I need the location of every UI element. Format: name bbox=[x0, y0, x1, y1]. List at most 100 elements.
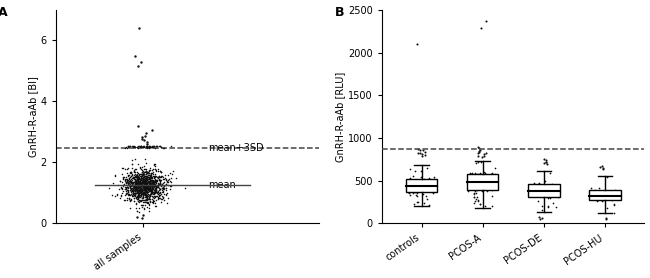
Point bbox=[131, 191, 142, 195]
Point bbox=[534, 215, 545, 220]
Point bbox=[123, 180, 133, 185]
Point bbox=[127, 188, 138, 193]
Point bbox=[138, 184, 148, 188]
Point bbox=[145, 182, 155, 187]
Point bbox=[145, 168, 155, 172]
Point bbox=[148, 182, 158, 187]
Point bbox=[137, 180, 148, 185]
Point bbox=[157, 188, 167, 192]
Point bbox=[147, 183, 157, 188]
Point bbox=[136, 203, 146, 207]
Point bbox=[481, 151, 491, 156]
Point bbox=[117, 187, 127, 191]
Point bbox=[148, 195, 158, 200]
Point bbox=[136, 187, 146, 191]
Point bbox=[115, 179, 125, 183]
Point bbox=[129, 186, 140, 190]
Point bbox=[124, 196, 135, 200]
Point bbox=[143, 194, 153, 198]
Point bbox=[150, 189, 161, 193]
Point bbox=[133, 182, 143, 186]
Point bbox=[133, 179, 144, 184]
Point bbox=[140, 192, 151, 197]
Point bbox=[146, 145, 157, 149]
Point bbox=[140, 189, 150, 194]
Point bbox=[474, 146, 484, 150]
Point bbox=[142, 185, 153, 190]
Point bbox=[112, 182, 123, 187]
Point bbox=[138, 192, 148, 196]
Point bbox=[154, 175, 164, 180]
Point bbox=[144, 183, 154, 188]
Point bbox=[136, 59, 146, 64]
Point bbox=[138, 184, 149, 188]
Point bbox=[144, 189, 154, 193]
Point bbox=[135, 199, 145, 203]
Point bbox=[144, 197, 154, 201]
Point bbox=[151, 185, 161, 190]
Point bbox=[133, 145, 143, 150]
Point bbox=[135, 182, 146, 187]
Point bbox=[146, 145, 157, 150]
Point bbox=[132, 182, 142, 186]
Point bbox=[125, 183, 135, 187]
Point bbox=[142, 185, 153, 190]
Point bbox=[124, 184, 134, 189]
Point bbox=[155, 182, 165, 186]
Point bbox=[543, 204, 553, 208]
Point bbox=[142, 182, 152, 187]
Point bbox=[154, 188, 164, 192]
Point bbox=[124, 199, 135, 204]
Point bbox=[138, 185, 148, 190]
Point bbox=[144, 179, 155, 183]
Point bbox=[129, 191, 140, 195]
Point bbox=[156, 170, 166, 175]
Point bbox=[531, 190, 541, 195]
Point bbox=[151, 189, 161, 194]
Point bbox=[139, 173, 150, 178]
Point bbox=[133, 189, 143, 193]
Point bbox=[127, 182, 137, 186]
Point bbox=[409, 179, 419, 183]
Point bbox=[142, 185, 152, 189]
Point bbox=[151, 173, 161, 178]
Point bbox=[415, 151, 425, 156]
Point bbox=[123, 180, 133, 185]
Point bbox=[410, 190, 421, 194]
Point bbox=[138, 185, 149, 190]
Point bbox=[133, 179, 144, 183]
Point bbox=[136, 176, 146, 180]
Point bbox=[595, 197, 605, 202]
Point bbox=[489, 176, 500, 181]
Point bbox=[144, 187, 154, 191]
Point bbox=[141, 175, 151, 179]
Point bbox=[417, 148, 428, 153]
Point bbox=[411, 193, 421, 197]
Point bbox=[147, 186, 157, 190]
Point bbox=[145, 178, 155, 183]
Point bbox=[142, 144, 152, 148]
Point bbox=[136, 192, 146, 196]
Point bbox=[593, 198, 603, 202]
Point bbox=[138, 197, 148, 202]
Point bbox=[145, 188, 155, 193]
Point bbox=[138, 172, 149, 177]
Point bbox=[132, 183, 142, 188]
Point bbox=[139, 183, 150, 187]
Point bbox=[131, 185, 142, 189]
Point bbox=[139, 207, 150, 212]
Point bbox=[469, 200, 480, 205]
Point bbox=[140, 192, 150, 197]
Point bbox=[142, 196, 152, 200]
Point bbox=[131, 179, 142, 184]
Point bbox=[133, 191, 144, 195]
Point bbox=[138, 190, 149, 194]
Point bbox=[140, 180, 151, 184]
Point bbox=[146, 190, 156, 194]
Point bbox=[133, 195, 143, 199]
Point bbox=[125, 206, 135, 210]
Point bbox=[147, 194, 157, 198]
Point bbox=[135, 179, 145, 184]
Point bbox=[129, 145, 140, 149]
Point bbox=[131, 179, 142, 184]
